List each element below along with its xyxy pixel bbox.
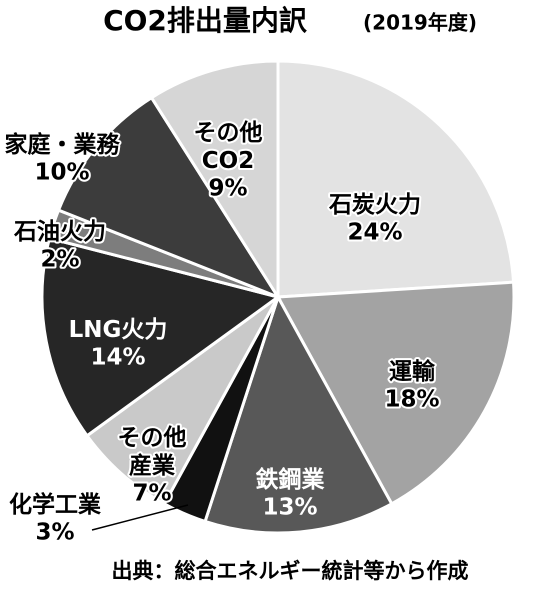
pie-slice [56,95,282,301]
slice-label: 化学工業 [9,491,102,518]
chart-subtitle: (2019年度) [363,11,477,35]
pie-slice [203,293,394,535]
value-label: 10% [34,160,89,186]
value-label: 24% [347,220,402,246]
value-label: 7% [132,481,171,507]
leader-line [91,504,189,531]
slice-label: 石炭火力 [328,192,421,218]
pie-slice [84,295,280,506]
source-note: 出典：総合エネルギー統計等から作成 [112,559,469,583]
slice-label: 石油火力 [13,219,106,245]
value-label: 2% [40,247,79,273]
chart-title: CO2排出量内訳 [103,4,308,37]
pie-slice [149,59,280,303]
pie-slice [276,59,516,299]
slice-label: その他産業 [118,425,187,479]
slice-label: 家庭・業務 [5,131,121,158]
pie-slice [40,236,282,438]
slice-label: その他 CO2 [194,120,263,174]
pie-slice [275,280,516,506]
slice-label: 運輸 [389,358,436,385]
value-label: 13% [262,495,317,521]
value-label: 18% [384,387,439,413]
value-label: 3% [35,520,74,546]
value-label: 9% [208,176,247,202]
pie [40,59,516,535]
slice-label: 鉄鋼業 [256,466,326,493]
slice-label: LNG火力 [69,317,168,343]
value-label: 14% [90,345,145,371]
